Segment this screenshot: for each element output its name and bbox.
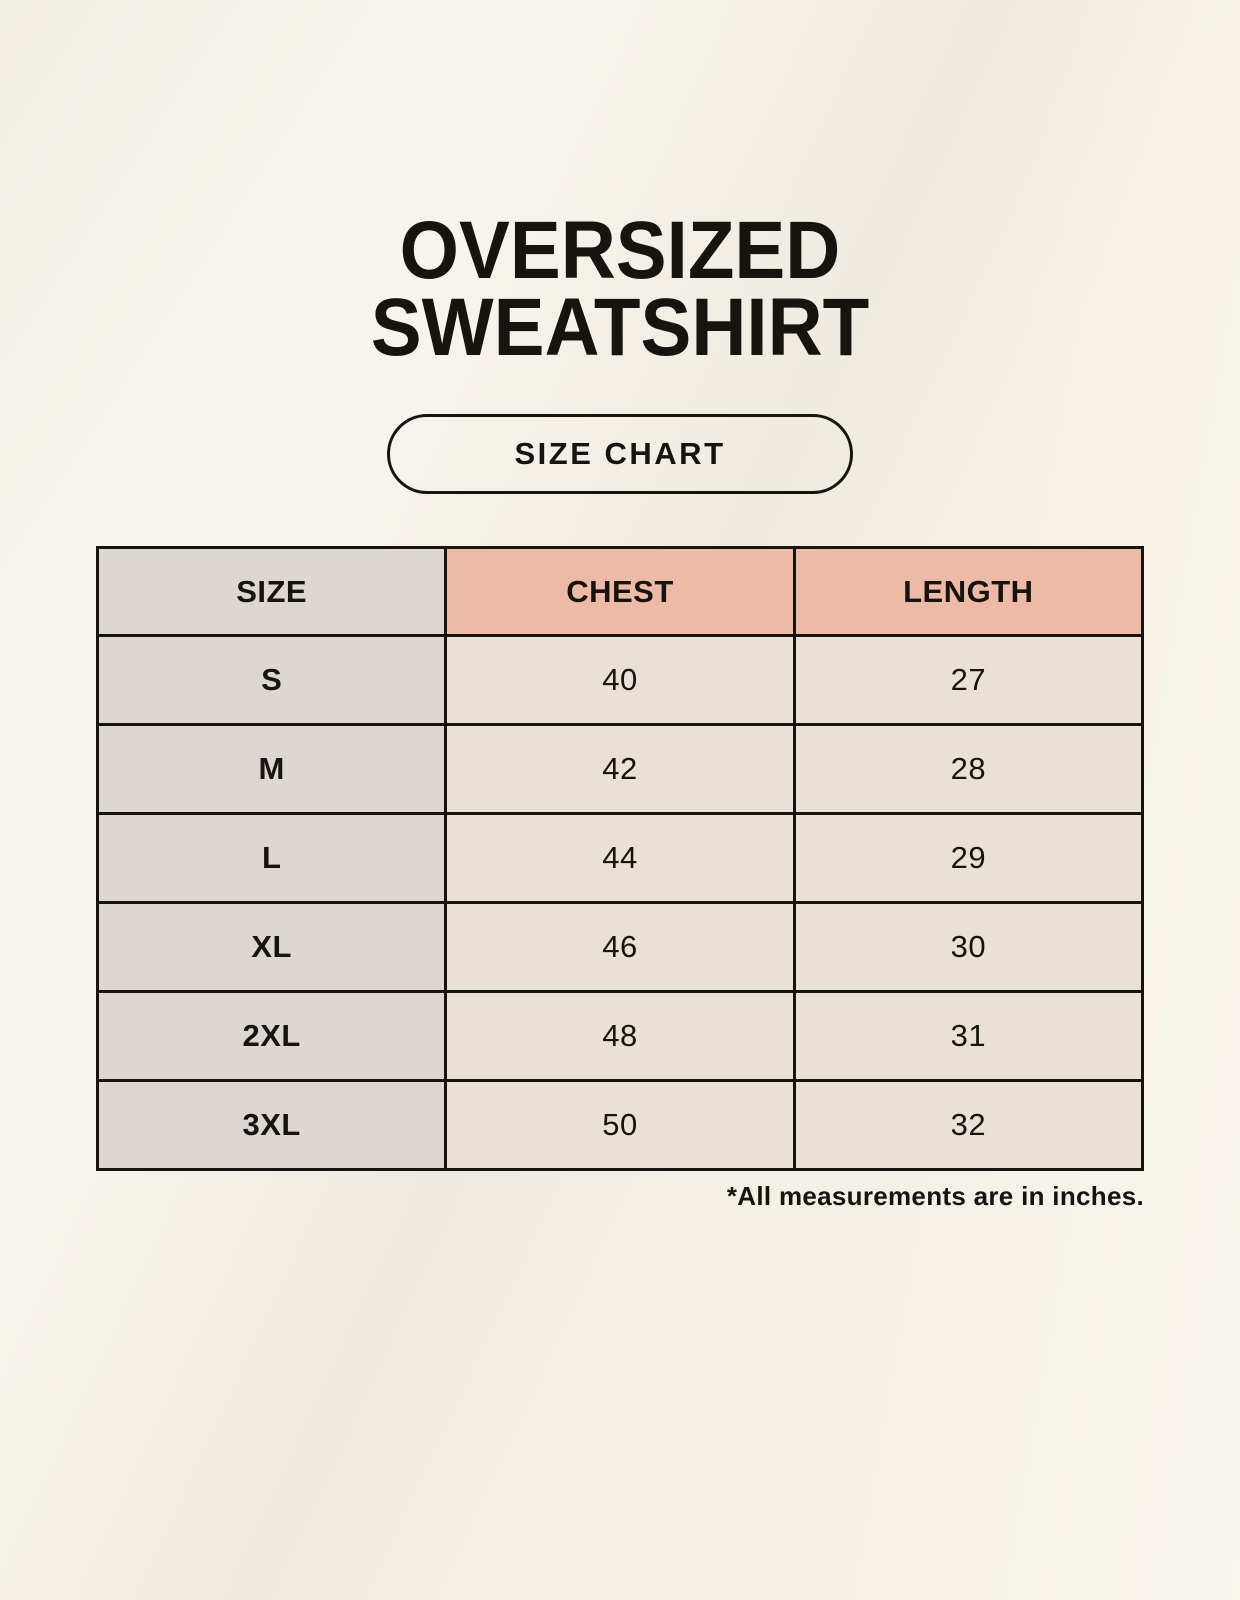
- page-title: OVERSIZED SWEATSHIRT: [43, 0, 1196, 369]
- page-title-line1: OVERSIZED: [399, 205, 841, 296]
- length-value: 28: [792, 723, 1145, 816]
- chest-value: 40: [444, 634, 796, 727]
- length-value: 32: [792, 1079, 1145, 1172]
- length-value: 31: [792, 990, 1145, 1083]
- size-label: XL: [95, 901, 448, 994]
- size-label: 3XL: [95, 1079, 448, 1172]
- table-row-xl: XL 46 30: [95, 901, 1145, 994]
- length-value: 29: [792, 812, 1145, 905]
- page-title-line2: SWEATSHIRT: [370, 282, 870, 374]
- chest-value: 48: [444, 990, 796, 1083]
- header-row: SIZE CHEST LENGTH: [95, 546, 1145, 638]
- size-label: S: [95, 634, 448, 727]
- length-value: 30: [792, 901, 1145, 994]
- size-label: 2XL: [95, 990, 448, 1083]
- size-chart-button-label: SIZE CHART: [514, 436, 726, 472]
- size-label: M: [95, 723, 448, 816]
- chest-value: 42: [444, 723, 796, 816]
- column-header-length: LENGTH: [792, 546, 1145, 638]
- chest-value: 44: [444, 812, 796, 905]
- chest-value: 46: [444, 901, 796, 994]
- table-row-3xl: 3XL 50 32: [95, 1079, 1145, 1172]
- chest-value: 50: [444, 1079, 796, 1172]
- measurements-footnote: *All measurements are in inches.: [726, 1181, 1144, 1212]
- table-row-2xl: 2XL 48 31: [95, 990, 1145, 1083]
- size-chart-table: SIZE CHEST LENGTH S 40 27 M 42 28 L 44 2…: [95, 546, 1145, 1172]
- column-header-size: SIZE: [95, 546, 448, 638]
- table-row-s: S 40 27: [95, 634, 1145, 727]
- table-row-l: L 44 29: [95, 812, 1145, 905]
- table-row-m: M 42 28: [95, 723, 1145, 816]
- size-label: L: [95, 812, 448, 905]
- size-chart-page: OVERSIZED SWEATSHIRT SIZE CHART SIZE CHE…: [43, 0, 1196, 1212]
- length-value: 27: [792, 634, 1145, 727]
- size-chart-table-header: SIZE CHEST LENGTH: [95, 546, 1145, 638]
- column-header-chest: CHEST: [444, 546, 796, 638]
- size-chart-button[interactable]: SIZE CHART: [387, 414, 853, 495]
